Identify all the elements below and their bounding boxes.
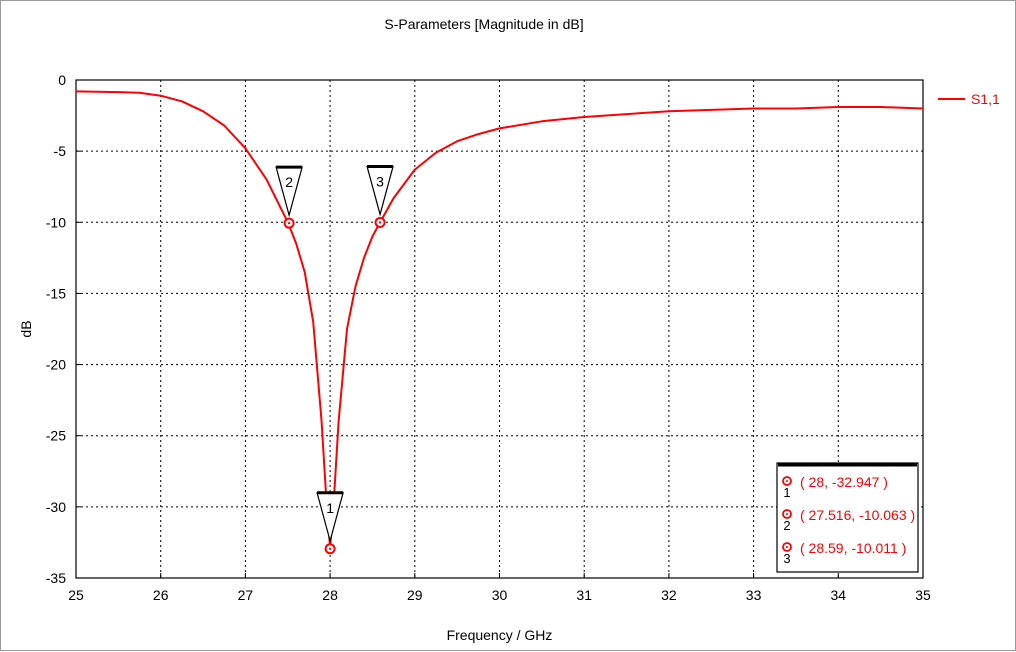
marker-box-frame [776,462,919,573]
y-tick-label: -35 [46,570,66,586]
x-tick-label: 26 [153,587,169,603]
x-tick-label: 27 [238,587,254,603]
marker-readout-value: ( 28, -32.947 ) [800,474,888,490]
marker-2[interactable]: 2 [275,165,303,229]
marker-1[interactable]: 1 [316,491,344,555]
y-tick-label: -5 [54,143,67,159]
x-tick-label: 32 [661,587,677,603]
x-tick-label: 25 [68,587,84,603]
x-tick-label: 33 [746,587,762,603]
marker-dot-1 [328,547,332,550]
marker-readout-icon-dot [786,513,788,515]
marker-3[interactable]: 3 [366,164,394,228]
y-tick-label: -15 [46,285,66,301]
x-tick-label: 35 [915,587,931,603]
x-tick-label: 34 [831,587,847,603]
marker-layer: 1 2 3 [275,164,394,555]
marker-flag-label-2: 2 [285,174,293,190]
y-tick-label: 0 [58,72,66,88]
marker-readout-row: 1 ( 28, -32.947 ) [782,474,888,500]
y-tick-label: -20 [46,357,66,373]
x-tick-label: 29 [407,587,423,603]
tick-labels: 25 26 27 28 29 30 31 32 33 34 350-5-10-15-20-25-30… [46,72,931,603]
chart-title: S-Parameters [Magnitude in dB] [384,16,583,32]
marker-readout-icon-dot [786,480,788,482]
marker-readout-box: 1 ( 28, -32.947 ) 2 ( 27.516, -10.063 ) 3 ( 2… [776,462,919,573]
marker-flag-label-3: 3 [376,173,384,189]
x-tick-label: 31 [576,587,592,603]
marker-readout-id: 2 [783,518,790,533]
grid-layer [76,80,923,578]
marker-readout-id: 3 [783,551,790,566]
marker-flag-label-1: 1 [326,500,334,516]
y-tick-label: -30 [46,499,66,515]
marker-readout-id: 1 [783,485,790,500]
marker-dot-2 [287,221,291,225]
marker-readout-icon-dot [786,546,788,548]
legend-label: S1,1 [971,91,1000,107]
marker-readout-row: 3 ( 28.59, -10.011 ) [782,540,906,566]
y-axis-label: dB [18,320,34,337]
marker-dot-3 [378,221,382,224]
series-layer [75,90,924,550]
y-tick-label: -25 [46,428,66,444]
marker-readout-row: 2 ( 27.516, -10.063 ) [782,507,915,533]
x-tick-label: 30 [492,587,508,603]
marker-readout-value: ( 28.59, -10.011 ) [800,540,906,556]
series-line-s11 [75,90,924,550]
legend[interactable]: S1,1 [938,91,1000,107]
marker-readout-value: ( 27.516, -10.063 ) [800,507,915,523]
y-tick-label: -10 [46,214,66,230]
x-tick-label: 28 [322,587,338,603]
x-axis-label: Frequency / GHz [447,627,553,643]
plot-frame [75,79,924,579]
